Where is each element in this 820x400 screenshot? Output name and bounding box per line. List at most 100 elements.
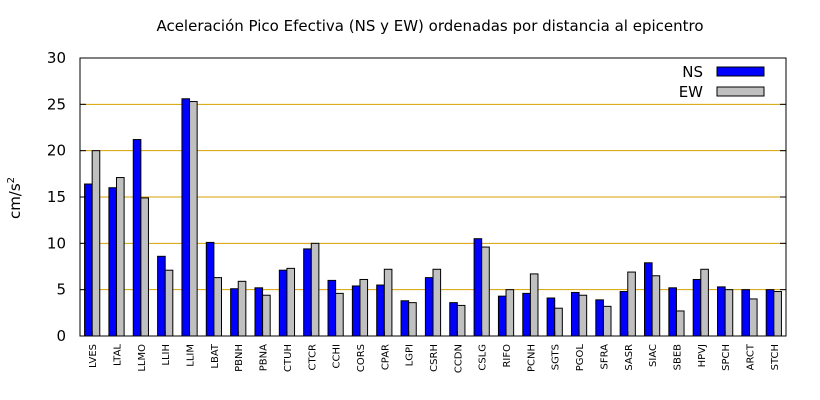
x-tick-label-spch: SPCH [721,344,732,371]
x-tick-label-sfra: SFRA [599,344,610,370]
x-tick-label-ltal: LTAL [113,344,124,366]
x-tick-label-cpar: CPAR [380,344,391,370]
bar-ns-ctcr [303,248,312,337]
bar-ew-pgol [578,294,588,337]
bar-ew-sasr [627,271,636,337]
legend: NS EW [679,63,765,101]
bar-ew-lbat [213,277,222,337]
y-tick-label: 5 [56,281,66,299]
bar-ns-csrh [424,277,434,337]
bar-ns-pbnh [230,288,239,337]
y-tick-label: 15 [47,188,66,206]
x-tick-label-lbat: LBAT [210,343,221,368]
bars [84,98,782,337]
y-axis-label-superscript: 2 [6,177,17,183]
bar-ew-pcnh [529,273,539,337]
x-tick-label-cchi: CCHI [332,344,343,368]
bar-ns-sfra [595,299,604,337]
y-axis-label: cm/s2 [6,177,24,219]
bar-ew-pbnh [237,280,247,337]
x-tick-label-sasr: SASR [624,344,635,371]
bar-ns-pbna [254,287,264,337]
x-tick-label-pbna: PBNA [259,344,270,371]
bar-ns-stch [765,289,775,337]
plot-border [79,57,787,337]
x-tick-label-stch: STCH [770,344,781,370]
y-tick-label: 10 [47,234,66,252]
bar-ew-sbeb [675,310,685,337]
bar-ew-hpvj [700,268,709,337]
bar-ew-sfra [602,305,612,337]
x-tick-label-lgpi: LGPI [405,344,416,366]
grid-lines [80,103,786,291]
bar-ns-cors [351,285,361,337]
bar-ns-sasr [619,291,629,337]
bar-ns-lgpi [400,300,410,337]
bar-ns-hpvj [692,278,702,337]
bar-ew-lgpi [408,302,417,337]
x-tick-label-sgts: SGTS [551,344,562,370]
x-tick-label-ctcr: CTCR [307,344,318,370]
y-axis-label-unit: cm/s [6,183,24,219]
bar-ns-ltal [108,187,118,337]
legend-swatch-ns [716,66,765,77]
bar-ns-cpar [376,284,385,337]
bar-ew-ctuh [286,267,296,337]
legend-label-ew: EW [679,83,703,101]
bar-ns-llim [181,98,191,337]
bar-ns-sbeb [668,287,677,337]
y-tick-label: 0 [56,327,66,345]
x-tick-label-llih: LLIH [161,344,172,366]
x-tick-label-lves: LVES [88,344,99,368]
bar-ew-stch [773,291,782,337]
bar-ns-lves [84,183,93,337]
y-tick-labels: 0 5 10 15 20 25 30 [47,49,66,345]
x-tick-label-ccdn: CCDN [453,344,464,373]
bar-ew-ccdn [456,304,466,337]
bar-ew-llmo [140,197,149,337]
bar-ew-llih [164,269,174,337]
bar-ns-lbat [205,241,215,337]
y-tick-label: 25 [47,95,66,113]
bar-ns-rifo [497,295,507,337]
bar-ns-sgts [546,297,556,337]
y-tick-label: 20 [47,142,66,160]
bar-ew-sgts [554,307,563,337]
x-tick-label-pcnh: PCNH [526,344,537,372]
bar-ns-arct [741,289,750,337]
bar-ns-cchi [327,279,337,337]
x-tick-label-arct: ARCT [745,343,756,370]
bar-ew-arct [748,298,758,337]
bar-ns-pgol [570,291,580,337]
x-tick-label-csrh: CSRH [429,344,440,372]
bar-ns-llmo [132,139,142,337]
bar-ew-cors [359,278,369,337]
bar-ns-llih [157,255,166,337]
bar-ew-siac [651,275,661,337]
x-tick-label-ctuh: CTUH [283,344,294,372]
bar-ew-ltal [116,177,125,337]
bar-ew-cslg [481,246,490,337]
bar-ns-siac [644,262,653,337]
x-tick-label-pbnh: PBNH [234,344,245,372]
bar-ew-spch [724,289,734,337]
bar-ew-pbna [262,294,271,337]
x-tick-label-pgol: PGOL [575,344,586,372]
y-tick-label: 30 [47,49,66,67]
x-tick-label-cors: CORS [356,344,367,372]
bar-ew-llim [189,101,198,337]
bar-ns-ctuh [278,269,288,337]
chart-title: Aceleración Pico Efectiva (NS y EW) orde… [156,17,703,35]
bar-ew-lves [91,150,101,337]
x-tick-label-rifo: RIFO [502,344,513,368]
x-tick-label-hpvj: HPVJ [697,344,708,367]
axes [79,57,787,337]
x-tick-label-sbeb: SBEB [672,344,683,371]
x-tick-labels: LVES LTAL LLMO LLIH LLIM LBAT PBNH PBNA CTUH CTCR… [88,343,781,373]
bar-ew-csrh [432,268,442,337]
bar-ew-cchi [335,292,344,337]
x-tick-label-llim: LLIM [186,344,197,367]
x-tick-label-siac: SIAC [648,344,659,367]
legend-swatch-ew [716,86,765,97]
